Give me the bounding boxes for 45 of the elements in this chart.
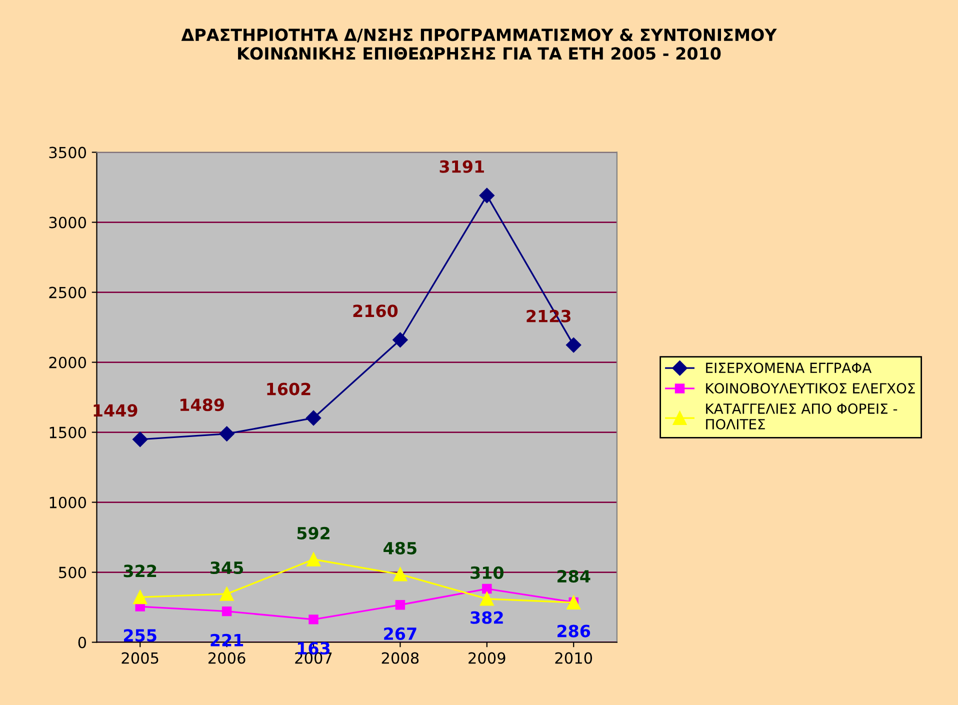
legend-label: ΕΙΣΕΡΧΟΜΕΝΑ ΕΓΓΡΑΦΑ [706,362,872,374]
x-tick-label: 2006 [208,652,246,664]
chart-title: ΔΡΑΣΤΗΡΙΟΤΗΤΑ Δ/ΝΣΗΣ ΠΡΟΓΡΑΜΜΑΤΙΣΜΟΥ & ΣΥΝΤΟΝΙΣΜΟΥ ΚΟΙΝΩΝΙΚΗΣ ΕΠΙΘΕΩΡΗΣΗΣ ΓΙΑ ΤΑ ΕΤΗ 2005 - 2010 [181,28,777,60]
point [306,552,320,566]
data-label: 382 [470,611,503,624]
legend-label: ΚΟΙΝΟΒΟΥΛΕΥΤΙΚΟΣ ΕΛΕΓΧΟΣ [706,383,915,394]
data-label: 485 [384,542,416,554]
point [392,332,408,348]
x-tick-label: 2009 [468,652,506,664]
point [219,426,234,442]
y-tick-label: 500 [59,566,86,578]
data-label: 345 [210,561,244,574]
data-label: 286 [558,624,590,638]
x-tick-label: 2010 [555,652,592,664]
legend-label: ΚΑΤΑΓΓΕΛΙΕΣ ΑΠΟ ΦΟΡΕΙΣ - ΠΟΛΙΤΕΣ [706,403,898,430]
point [482,584,492,594]
point [479,188,494,204]
data-label: 267 [384,627,416,640]
y-tick-label: 2000 [49,356,86,368]
data-label: 592 [297,526,330,540]
point [566,337,582,353]
x-tick-label: 2008 [382,652,419,664]
data-label: 284 [558,570,590,583]
y-tick-label: 0 [78,636,86,648]
point [566,596,581,610]
point [480,592,494,606]
y-tick-label: 1000 [50,496,86,508]
y-tick-label: 1500 [50,426,86,438]
point [132,432,148,447]
data-label: 1489 [180,398,224,412]
point [220,587,234,601]
x-tick-label: 2005 [122,652,158,664]
point [133,590,148,604]
data-label: 255 [124,629,156,642]
y-tick-label: 3500 [49,146,86,158]
point [306,410,322,426]
y-tick-label: 3000 [49,216,86,228]
y-tick-label: 2500 [49,286,86,298]
point [308,614,318,624]
point [222,606,232,616]
point [395,600,406,610]
data-label: 2160 [353,304,398,318]
data-label: 3191 [440,160,484,173]
point [393,567,408,582]
data-label: 1602 [267,382,310,396]
